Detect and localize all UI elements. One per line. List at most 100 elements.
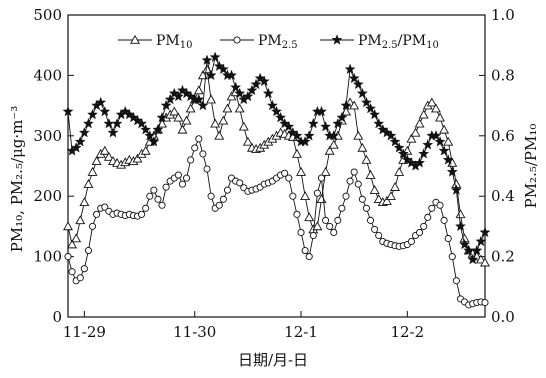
- series-ratio-point: [328, 130, 340, 141]
- series-pm25-point: [407, 237, 415, 246]
- series-pm25-point: [199, 150, 207, 158]
- right-y-axis-title: PM₂.₅/PM₁₀: [522, 124, 540, 209]
- series-pm10-point: [218, 115, 229, 125]
- series-pm10-point: [71, 233, 82, 243]
- series-pm10-point: [430, 103, 441, 113]
- series-pm25-point: [88, 222, 97, 230]
- legend-item-pm25: PM2.5: [220, 33, 298, 51]
- left-y-axis-title: PM₁₀, PM₂.₅/μg·m⁻³: [8, 106, 26, 253]
- series-ratio-point: [160, 99, 172, 111]
- series-pm10-point: [210, 118, 221, 128]
- legend-label: PM2.5/PM10: [358, 33, 439, 51]
- series-pm25-point: [375, 231, 383, 240]
- series-pm10-point: [304, 212, 315, 222]
- series-pm10-point: [418, 109, 429, 119]
- x-tick-label: 11-30: [173, 323, 216, 341]
- legend-label: PM2.5: [258, 33, 298, 51]
- series-pm25-point: [187, 156, 195, 164]
- right-y-tick-label: 0.8: [491, 66, 515, 84]
- series-ratio-point: [242, 90, 254, 102]
- series-pm10-point: [242, 136, 253, 146]
- x-axis: 11-29 11-30 12-1 12-2: [63, 311, 424, 341]
- series-ratio-point: [438, 145, 450, 156]
- series-ratio-point: [148, 136, 160, 147]
- right-y-tick-label: 0.0: [491, 308, 515, 326]
- legend-item-ratio: PM2.5/PM10: [320, 33, 439, 51]
- series-ratio-point: [234, 87, 246, 99]
- series-ratio-point: [82, 117, 94, 129]
- series-ratio-point: [107, 127, 119, 138]
- series-pm25-point: [219, 195, 227, 203]
- series-layer: [62, 51, 491, 309]
- legend-marker: [233, 36, 241, 44]
- series-pm25-point: [424, 213, 432, 221]
- series-pm10-point: [177, 124, 188, 134]
- legend-marker: [130, 34, 140, 44]
- series-pm25-point: [174, 171, 182, 179]
- series-pm25-point: [207, 192, 215, 200]
- series-pm10-point: [185, 103, 196, 113]
- series-pm10-point: [406, 133, 417, 143]
- series-pm25-point: [416, 228, 424, 236]
- plot-border: [67, 14, 486, 318]
- series-ratio-point: [344, 63, 356, 75]
- series-pm10-point: [435, 112, 445, 122]
- series-pm25-point: [101, 203, 109, 211]
- series-pm25-point: [154, 195, 162, 203]
- left-y-tick-label: 0: [52, 308, 62, 326]
- series-ratio-point: [217, 63, 229, 75]
- series-pm10-point: [369, 185, 380, 194]
- series-ratio-point: [356, 87, 368, 99]
- series-ratio-point: [62, 105, 74, 117]
- series-ratio-point: [430, 130, 442, 141]
- series-pm25-point: [371, 225, 379, 233]
- series-pm10-point: [214, 130, 225, 140]
- series-ratio-point: [299, 136, 311, 147]
- series-ratio-point: [479, 226, 491, 238]
- left-y-tick-label: 200: [33, 187, 62, 205]
- series-pm10-point: [353, 130, 364, 140]
- series-ratio-point: [197, 99, 209, 111]
- series-pm10-point: [475, 254, 486, 264]
- series-pm10-point: [381, 195, 392, 205]
- series-ratio-point: [397, 148, 409, 159]
- series-ratio-point: [205, 69, 217, 81]
- series-pm25-point: [215, 201, 223, 209]
- series-pm10-point: [173, 112, 184, 122]
- series-pm25-point: [223, 186, 231, 194]
- series-pm10-point: [91, 156, 102, 165]
- series-pm25: [64, 135, 489, 309]
- series-pm10-point: [439, 124, 450, 134]
- series-ratio-point: [140, 123, 152, 135]
- series-ratio-point: [315, 105, 327, 117]
- series-pm10-point: [300, 191, 311, 201]
- series-pm25-point: [350, 168, 358, 176]
- series-ratio-point: [332, 117, 344, 129]
- series-ratio-point: [446, 166, 458, 177]
- series-pm25-point: [285, 174, 293, 182]
- series-ratio-point: [226, 69, 238, 81]
- series-pm10-point: [75, 215, 86, 225]
- series-pm25-point: [313, 189, 321, 197]
- series-pm25-point: [317, 174, 326, 182]
- series-ratio-point: [283, 120, 295, 132]
- series-pm25-point: [76, 274, 84, 282]
- series-ratio-point: [193, 93, 205, 105]
- series-ratio-point: [230, 81, 242, 93]
- series-ratio-point: [414, 157, 426, 168]
- series-pm25-point: [68, 268, 76, 276]
- series-pm10-point: [365, 169, 376, 179]
- series-ratio-point: [70, 142, 82, 153]
- series-pm10-point: [140, 145, 151, 155]
- series-pm25-point: [183, 174, 191, 182]
- x-tick-label: 12-2: [390, 323, 424, 341]
- right-y-tick-label: 1.0: [491, 6, 515, 24]
- series-pm25-point: [158, 201, 166, 209]
- series-pm10-point: [132, 153, 143, 163]
- series-pm10-point: [414, 118, 425, 128]
- series-ratio-point: [291, 130, 303, 141]
- series-ratio-point: [422, 139, 434, 150]
- series-pm25-point: [342, 192, 350, 200]
- series-ratio-point: [201, 54, 213, 65]
- right-y-tick-label: 0.2: [491, 248, 515, 266]
